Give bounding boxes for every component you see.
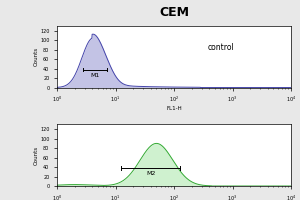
- Text: M1: M1: [90, 73, 100, 78]
- Text: control: control: [207, 43, 234, 52]
- Y-axis label: Counts: Counts: [34, 146, 39, 165]
- X-axis label: FL1-H: FL1-H: [166, 106, 182, 111]
- Text: M2: M2: [146, 171, 155, 176]
- Text: CEM: CEM: [159, 6, 189, 19]
- Y-axis label: Counts: Counts: [34, 47, 39, 66]
